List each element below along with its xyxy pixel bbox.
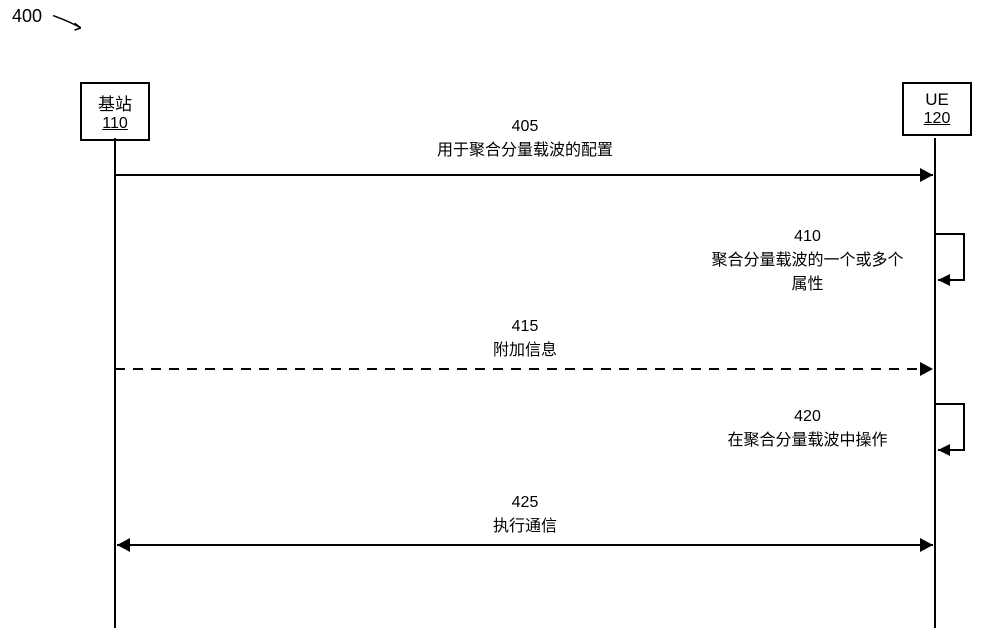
figure-ref-label: 400 xyxy=(12,6,42,27)
msg-420-ref: 420 xyxy=(710,408,905,426)
lifeline-right xyxy=(934,138,936,628)
msg-415-text: 附加信息 xyxy=(115,336,935,360)
msg-420-label: 420 在聚合分量载波中操作 xyxy=(710,408,905,450)
msg-425-ref: 425 xyxy=(115,494,935,512)
msg-425-label: 425 执行通信 xyxy=(115,494,935,536)
figure-ref-number: 400 xyxy=(12,6,42,26)
msg-405-ref: 405 xyxy=(115,118,935,136)
participant-left-name: 基站 xyxy=(92,90,138,115)
msg-410-label: 410 聚合分量载波的一个或多个属性 xyxy=(710,228,905,294)
msg-420-text: 在聚合分量载波中操作 xyxy=(710,426,905,450)
msg-415-arrow xyxy=(113,360,937,378)
msg-420-selfloop xyxy=(934,400,974,460)
participant-right-name: UE xyxy=(914,90,960,110)
msg-415-label: 415 附加信息 xyxy=(115,318,935,360)
msg-410-text: 聚合分量载波的一个或多个属性 xyxy=(710,246,905,294)
msg-425-text: 执行通信 xyxy=(115,512,935,536)
lifeline-left xyxy=(114,138,116,628)
msg-410-selfloop xyxy=(934,230,974,290)
msg-425-arrow xyxy=(113,536,937,554)
msg-415-ref: 415 xyxy=(115,318,935,336)
msg-405-label: 405 用于聚合分量载波的配置 xyxy=(115,118,935,160)
figure-ref-arc xyxy=(50,14,90,34)
msg-405-text: 用于聚合分量载波的配置 xyxy=(115,136,935,160)
msg-410-ref: 410 xyxy=(710,228,905,246)
msg-405-arrow xyxy=(113,166,937,184)
